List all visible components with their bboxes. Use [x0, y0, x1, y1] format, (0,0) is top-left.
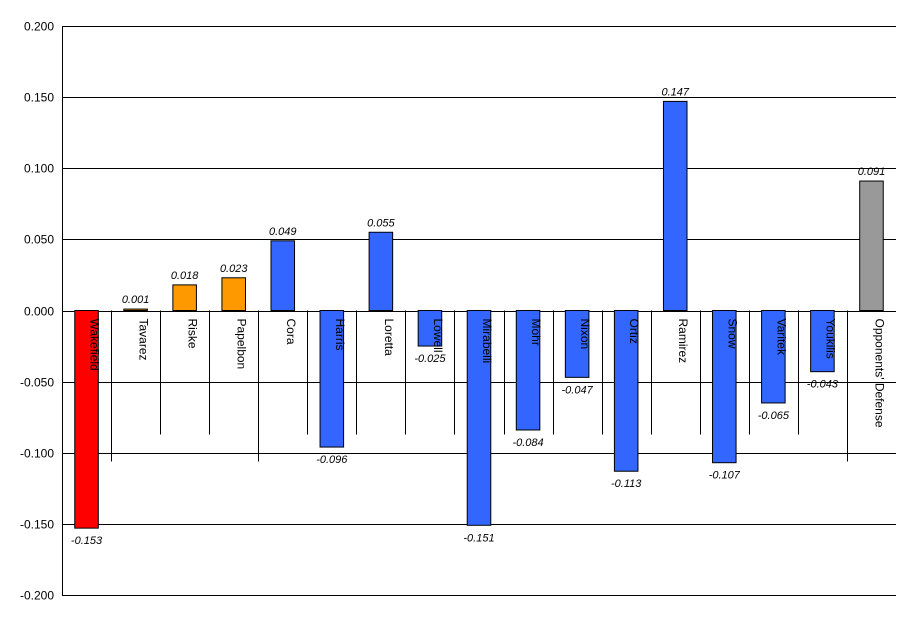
category-label: Wakefield	[88, 319, 102, 371]
category-label: Tavarez	[137, 319, 151, 361]
category-label: Snow	[725, 319, 739, 349]
category-label: Youkilis	[823, 319, 837, 359]
bar-cora	[270, 240, 296, 311]
y-tick-label: 0.050	[24, 233, 54, 247]
data-labels: -0.153 0.001 0.018 0.023 0.049 -0.096 0.055 -0.…	[71, 86, 885, 547]
data-label: -0.113	[611, 478, 642, 490]
bar-varitek	[761, 310, 786, 404]
y-tick-label: 0.150	[24, 91, 54, 105]
category-label: Ramirez	[676, 319, 690, 364]
bar-ortiz	[613, 310, 639, 472]
bar-snow	[712, 310, 737, 464]
data-label: 0.091	[858, 166, 886, 178]
y-tick-label: 0.100	[24, 162, 54, 176]
data-label: -0.025	[414, 353, 446, 365]
category-label: Riske	[186, 319, 200, 349]
data-label: -0.096	[316, 454, 348, 466]
category-label: Loretta	[382, 319, 396, 357]
y-tick-label: -0.050	[20, 376, 54, 390]
data-label: 0.023	[220, 263, 248, 275]
bar-mirabelli	[466, 310, 492, 526]
category-label: Mohr	[529, 319, 543, 346]
y-tick-label: 0.200	[24, 20, 54, 34]
bar-tavarez	[123, 308, 148, 312]
bar-riske	[172, 284, 197, 311]
bar-lowell	[417, 310, 443, 347]
category-label: Opponents' Defense	[872, 319, 886, 428]
y-tick-label: -0.200	[20, 589, 54, 603]
category-label: Nixon	[578, 319, 592, 350]
bar-opponents-defense	[859, 180, 884, 311]
bar-papelbon	[221, 277, 246, 311]
bars	[74, 100, 884, 529]
bar-loretta	[368, 231, 394, 311]
y-axis-tick-labels: 0.200 0.150 0.100 0.050 0.000 -0.050 -0.100 -0.…	[20, 20, 54, 603]
data-label: -0.151	[463, 532, 494, 544]
data-label: 0.049	[269, 226, 297, 238]
bar-youkilis	[810, 310, 835, 373]
data-label: -0.043	[807, 379, 839, 391]
bar-nixon	[564, 310, 590, 378]
category-label: Harris	[333, 319, 347, 351]
data-label: 0.001	[122, 294, 150, 306]
data-label: -0.047	[562, 384, 594, 396]
category-label: Lowell	[431, 319, 445, 353]
data-label: 0.055	[367, 217, 395, 229]
y-tick-label: -0.150	[20, 518, 54, 532]
category-label: Varitek	[774, 319, 788, 356]
category-dividers	[111, 310, 848, 462]
category-label: Mirabelli	[480, 319, 494, 364]
data-label: -0.153	[71, 535, 103, 547]
category-label: Ortiz	[627, 319, 641, 344]
y-tick-label: -0.100	[20, 447, 54, 461]
y-tick-label: 0.000	[24, 305, 54, 319]
category-labels: Wakefield Tavarez Riske Papelbon Cora Harris L…	[88, 319, 887, 428]
category-label: Cora	[284, 319, 298, 345]
data-label: 0.018	[171, 270, 199, 282]
data-label: -0.084	[512, 437, 543, 449]
bar-wakefield	[74, 310, 99, 529]
category-label: Papelbon	[235, 319, 249, 370]
data-label: 0.147	[661, 86, 689, 98]
data-label: -0.107	[709, 470, 741, 482]
data-label: -0.065	[758, 410, 790, 422]
bar-ramirez	[662, 100, 688, 311]
bar-mohr	[515, 310, 541, 431]
bar-harris	[319, 310, 345, 448]
